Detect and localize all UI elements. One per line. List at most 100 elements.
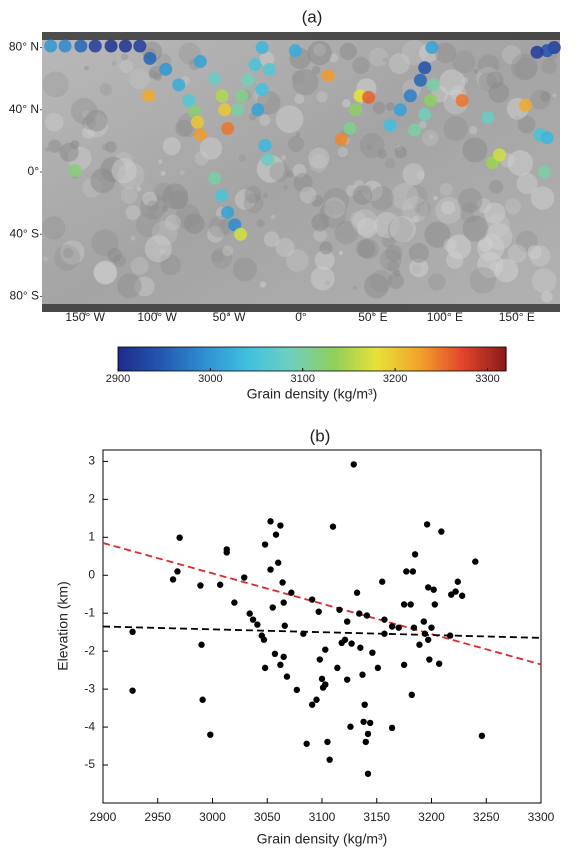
y-tick-label: -4	[84, 719, 95, 733]
crater	[339, 251, 344, 256]
data-point	[407, 601, 413, 607]
data-point	[403, 568, 409, 574]
crater	[356, 239, 375, 258]
data-point	[447, 632, 453, 638]
crater	[263, 193, 268, 198]
crater	[531, 186, 554, 209]
data-point	[428, 624, 434, 630]
track-point	[349, 103, 362, 116]
data-point	[425, 637, 431, 643]
x-tick-label: 3200	[418, 810, 445, 824]
crater	[281, 155, 286, 160]
track-point	[456, 94, 469, 107]
crater	[527, 245, 541, 259]
x-axis-label: Grain density (kg/m³)	[257, 831, 388, 847]
crater	[552, 93, 556, 97]
crater	[311, 214, 329, 232]
crater	[409, 243, 429, 263]
track-point	[218, 103, 231, 116]
crater	[121, 54, 128, 61]
data-point	[472, 558, 478, 564]
data-point	[303, 741, 309, 747]
data-point	[282, 623, 288, 629]
track-point	[133, 40, 146, 53]
data-point	[176, 534, 182, 540]
track-point	[208, 72, 221, 85]
track-point	[221, 206, 234, 219]
crater	[462, 137, 487, 162]
crater	[131, 257, 149, 275]
data-point	[336, 607, 342, 613]
crater	[300, 187, 317, 204]
data-point	[267, 566, 273, 572]
crater	[145, 235, 172, 262]
data-point	[272, 651, 278, 657]
data-point	[342, 637, 348, 643]
plot-frame	[103, 450, 541, 803]
data-point	[344, 618, 350, 624]
track-point	[414, 74, 427, 87]
crater	[158, 159, 162, 163]
crater	[264, 231, 280, 247]
data-point	[224, 549, 230, 555]
track-point	[418, 61, 431, 74]
crater	[312, 66, 320, 74]
track-point	[394, 103, 407, 116]
data-point	[241, 574, 247, 580]
data-point	[356, 610, 362, 616]
crater	[370, 270, 393, 293]
x-tick-label: 3250	[473, 810, 500, 824]
data-point	[432, 601, 438, 607]
crater	[443, 239, 456, 252]
crater	[276, 105, 304, 133]
data-point	[409, 692, 415, 698]
crater	[460, 202, 481, 223]
crater	[84, 66, 89, 71]
data-point	[247, 610, 253, 616]
x-tick-label: 3100	[309, 810, 336, 824]
crater	[311, 266, 335, 290]
data-point	[351, 461, 357, 467]
data-point	[273, 531, 279, 537]
crater	[283, 185, 288, 190]
data-point	[309, 701, 315, 707]
data-point	[344, 676, 350, 682]
data-point	[288, 590, 294, 596]
data-point	[479, 733, 485, 739]
crater	[394, 146, 406, 158]
crater	[146, 201, 158, 213]
crater	[489, 180, 503, 194]
crater	[239, 154, 247, 162]
x-tick-label: 3050	[254, 810, 281, 824]
crater	[385, 158, 396, 169]
crater	[469, 126, 477, 134]
data-point	[217, 582, 223, 588]
x-tick-label: 3300	[528, 810, 555, 824]
data-point	[379, 579, 385, 585]
data-point	[199, 697, 205, 703]
crater	[105, 141, 117, 153]
crater	[257, 220, 265, 228]
crater	[117, 274, 142, 299]
x-tick-label: 3150	[363, 810, 390, 824]
track-point	[143, 52, 156, 65]
data-point	[348, 640, 354, 646]
crater	[162, 206, 168, 212]
crater	[508, 244, 527, 263]
track-point	[259, 139, 272, 152]
data-point	[412, 551, 418, 557]
data-point	[430, 586, 436, 592]
colorbar-label: Grain density (kg/m³)	[247, 386, 378, 402]
y-tick-label: 0	[88, 567, 95, 581]
crater	[260, 281, 266, 287]
crater	[175, 120, 192, 137]
crater	[416, 171, 425, 180]
colorbar-tick-label: 3300	[475, 373, 499, 385]
data-point	[261, 637, 267, 643]
crater	[484, 202, 505, 223]
data-point	[455, 579, 461, 585]
crater	[383, 57, 388, 62]
crater	[485, 223, 512, 250]
crater	[42, 216, 65, 239]
colorbar-tick-label: 2900	[106, 373, 130, 385]
